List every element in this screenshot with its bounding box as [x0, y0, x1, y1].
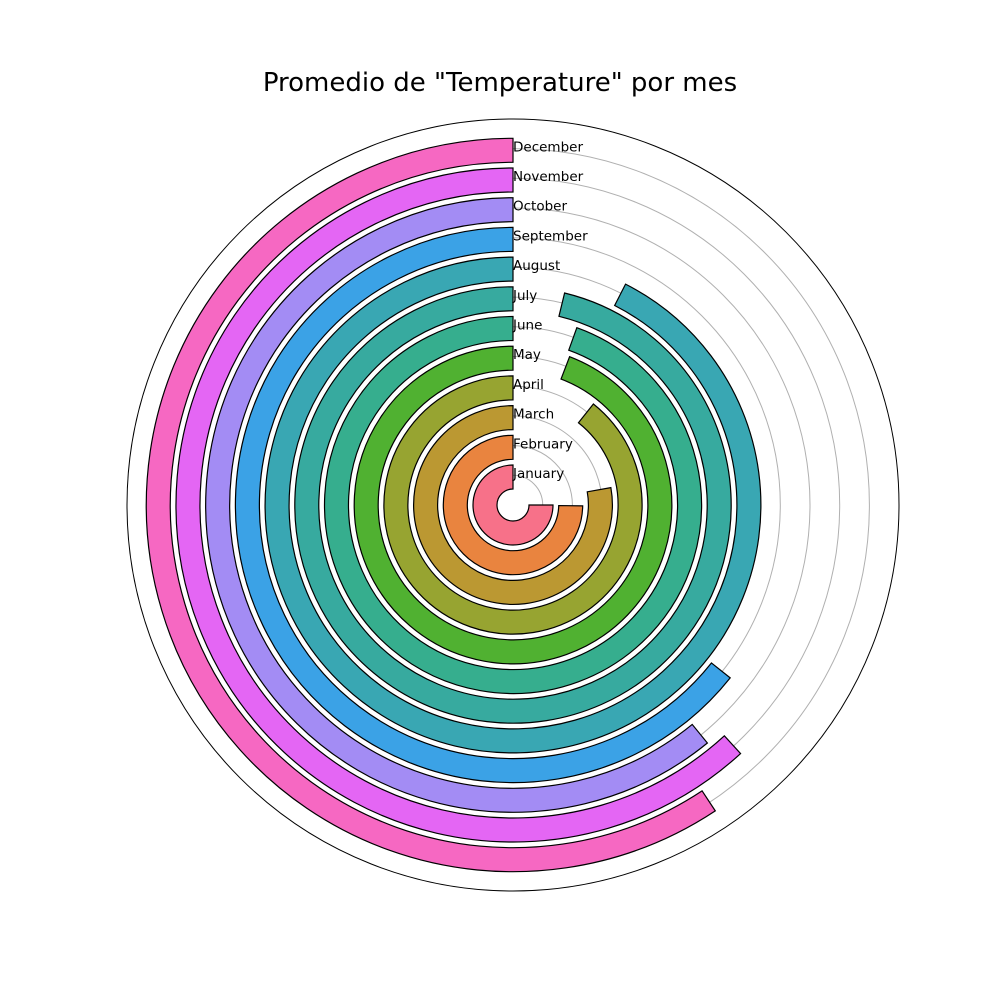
bar-layer [145, 137, 762, 873]
month-label-september: September [513, 228, 588, 244]
bar-october [205, 197, 709, 813]
bar-may [353, 345, 673, 665]
chart-title: Promedio de "Temperature" por mes [262, 68, 738, 98]
month-label-march: March [513, 407, 554, 423]
bar-june [323, 315, 703, 695]
bar-november [175, 167, 742, 843]
month-label-october: October [513, 199, 567, 215]
month-label-december: December [513, 139, 583, 155]
bar-march [413, 404, 613, 605]
month-label-january: January [512, 466, 564, 482]
month-label-april: April [513, 377, 544, 393]
label-layer: January February March April May June July Augu… [512, 139, 588, 482]
bar-january [472, 464, 554, 546]
polar-frame [126, 118, 900, 892]
bar-february [442, 434, 584, 576]
bar-august [264, 256, 762, 754]
month-label-may: May [513, 347, 541, 363]
month-label-november: November [513, 169, 584, 185]
bar-july [294, 286, 732, 724]
bar-september [234, 226, 732, 784]
month-label-july: July [512, 288, 537, 304]
bar-december [145, 137, 717, 873]
bar-april [383, 375, 643, 635]
month-label-june: June [512, 318, 542, 334]
month-label-february: February [513, 436, 573, 452]
month-label-august: August [513, 258, 560, 274]
